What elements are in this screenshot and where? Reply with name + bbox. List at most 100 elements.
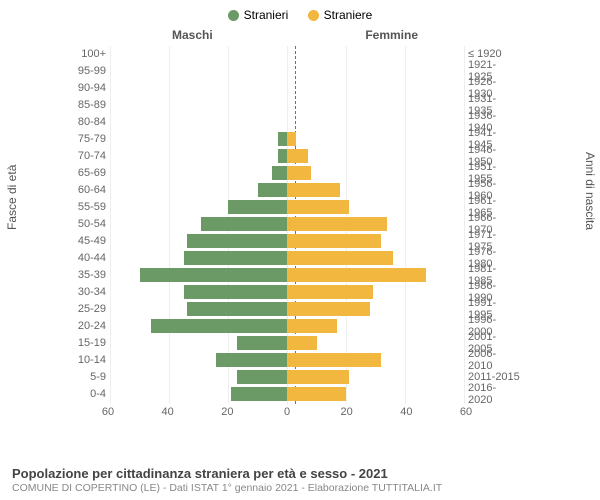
chart-container: Stranieri Straniere Maschi Femmine Fasce… — [0, 0, 600, 500]
bar-female-side — [287, 80, 464, 97]
bar-male — [184, 285, 287, 299]
data-row: 10-142006-2010 — [70, 352, 520, 369]
bar-male-side — [110, 114, 287, 131]
bar-male-side — [110, 80, 287, 97]
bar-female-side — [287, 199, 464, 216]
xtick: 40 — [400, 406, 412, 418]
data-row: 35-391981-1985 — [70, 267, 520, 284]
bar-male — [184, 251, 287, 265]
data-row: 55-591961-1965 — [70, 199, 520, 216]
bar-female-side — [287, 369, 464, 386]
bar-female — [287, 200, 349, 214]
data-row: 25-291991-1995 — [70, 301, 520, 318]
bars — [110, 216, 464, 233]
age-label: 5-9 — [70, 371, 110, 383]
bar-female-side — [287, 233, 464, 250]
age-label: 95-99 — [70, 65, 110, 77]
bar-female — [287, 149, 308, 163]
xtick: 20 — [221, 406, 233, 418]
age-label: 100+ — [70, 48, 110, 60]
legend-label-male: Stranieri — [244, 8, 289, 22]
bar-male-side — [110, 267, 287, 284]
bar-female — [287, 370, 349, 384]
data-row: 20-241996-2000 — [70, 318, 520, 335]
data-row: 50-541966-1970 — [70, 216, 520, 233]
bar-female — [287, 285, 373, 299]
bar-male — [258, 183, 288, 197]
legend-item-male: Stranieri — [228, 8, 289, 22]
bars — [110, 165, 464, 182]
bar-male-side — [110, 250, 287, 267]
xtick: 40 — [162, 406, 174, 418]
bar-male — [187, 234, 287, 248]
age-label: 85-89 — [70, 99, 110, 111]
bar-female-side — [287, 63, 464, 80]
bar-male — [231, 387, 287, 401]
bars — [110, 63, 464, 80]
age-label: 70-74 — [70, 150, 110, 162]
bars — [110, 199, 464, 216]
bar-female — [287, 268, 426, 282]
bar-male — [228, 200, 287, 214]
bar-male-side — [110, 148, 287, 165]
bar-female-side — [287, 216, 464, 233]
data-row: 75-791941-1945 — [70, 131, 520, 148]
bars — [110, 301, 464, 318]
age-label: 65-69 — [70, 167, 110, 179]
bar-female — [287, 132, 296, 146]
bar-male — [187, 302, 287, 316]
data-row: 80-841936-1940 — [70, 114, 520, 131]
age-label: 90-94 — [70, 82, 110, 94]
bar-female — [287, 251, 393, 265]
bars — [110, 97, 464, 114]
data-row: 100+≤ 1920 — [70, 46, 520, 63]
data-row: 40-441976-1980 — [70, 250, 520, 267]
bar-male-side — [110, 369, 287, 386]
footer: Popolazione per cittadinanza straniera p… — [12, 466, 588, 494]
data-row: 70-741946-1950 — [70, 148, 520, 165]
bar-male — [278, 132, 287, 146]
bar-male-side — [110, 165, 287, 182]
bar-male-side — [110, 301, 287, 318]
bar-female — [287, 166, 311, 180]
legend-swatch-female — [308, 10, 319, 21]
column-header-female: Femmine — [365, 28, 418, 42]
bar-male-side — [110, 352, 287, 369]
footer-title: Popolazione per cittadinanza straniera p… — [12, 466, 588, 481]
bar-male — [272, 166, 287, 180]
bars — [110, 80, 464, 97]
age-label: 35-39 — [70, 269, 110, 281]
bar-male — [237, 370, 287, 384]
vaxis-left-title: Fasce di età — [5, 164, 19, 229]
bar-male-side — [110, 182, 287, 199]
bar-female — [287, 353, 381, 367]
bar-female — [287, 387, 346, 401]
age-label: 25-29 — [70, 303, 110, 315]
age-label: 55-59 — [70, 201, 110, 213]
chart-area: Maschi Femmine Fasce di età Anni di nasc… — [12, 28, 588, 432]
age-label: 45-49 — [70, 235, 110, 247]
bar-female-side — [287, 284, 464, 301]
bar-male — [140, 268, 288, 282]
bars — [110, 148, 464, 165]
bar-male — [278, 149, 287, 163]
data-row: 5-92011-2015 — [70, 369, 520, 386]
bar-male-side — [110, 216, 287, 233]
legend-label-female: Straniere — [324, 8, 373, 22]
bar-female-side — [287, 250, 464, 267]
age-label: 60-64 — [70, 184, 110, 196]
birth-label: 2016-2020 — [464, 382, 520, 406]
bars — [110, 46, 464, 63]
bar-female-side — [287, 46, 464, 63]
bars — [110, 335, 464, 352]
bars — [110, 182, 464, 199]
bar-male-side — [110, 63, 287, 80]
data-row: 60-641956-1960 — [70, 182, 520, 199]
bar-male-side — [110, 386, 287, 403]
data-row: 15-192001-2005 — [70, 335, 520, 352]
bar-male-side — [110, 335, 287, 352]
age-label: 0-4 — [70, 388, 110, 400]
age-label: 80-84 — [70, 116, 110, 128]
bar-male-side — [110, 233, 287, 250]
age-label: 15-19 — [70, 337, 110, 349]
